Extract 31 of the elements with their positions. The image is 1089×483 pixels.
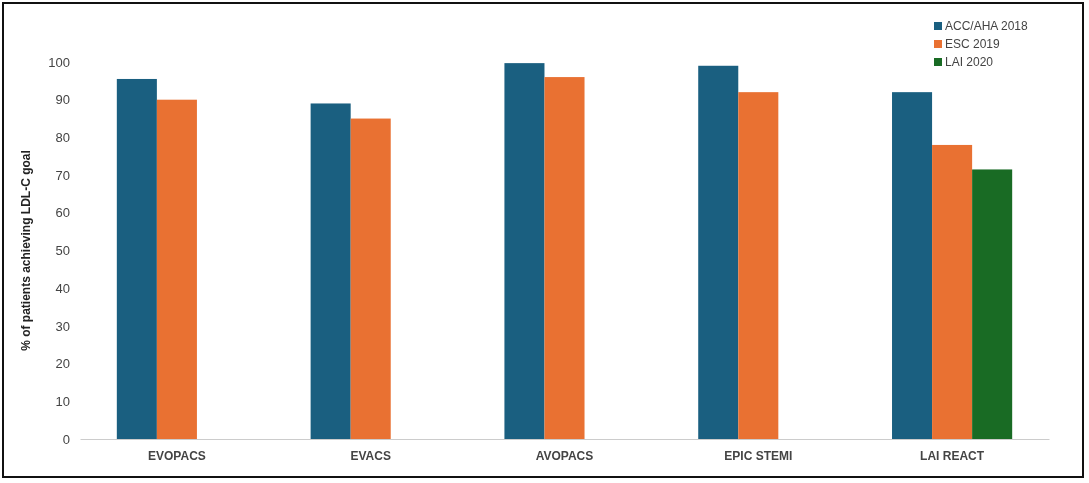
y-tick-label: 20 [55, 356, 70, 372]
y-tick-label: 10 [55, 393, 70, 409]
bar [892, 92, 933, 439]
bar [698, 65, 739, 439]
y-tick-label: 100 [48, 54, 70, 70]
x-tick-label: EVOPACS [148, 448, 206, 463]
bar [310, 103, 351, 439]
bar [738, 92, 779, 439]
y-tick-label: 60 [55, 205, 70, 221]
y-tick-label: 80 [55, 130, 70, 146]
bar [156, 99, 197, 439]
legend-label: ACC/AHA 2018 [945, 19, 1029, 34]
x-tick-label: EPIC STEMI [724, 448, 793, 463]
bar [932, 144, 973, 439]
x-tick-label: AVOPACS [535, 448, 594, 463]
x-tick-label: LAI REACT [920, 448, 985, 463]
y-tick-label: 30 [55, 318, 70, 334]
x-tick-label: EVACS [350, 448, 391, 463]
bar [544, 77, 585, 439]
y-tick-label: 40 [55, 280, 70, 296]
bar [504, 63, 545, 439]
y-axis-title: % of patients achieving LDL-C goal [19, 150, 33, 351]
bar [972, 169, 1013, 439]
y-tick-label: 0 [62, 431, 70, 447]
bar [350, 118, 391, 439]
y-tick-label: 70 [55, 167, 70, 183]
y-tick-label: 90 [55, 92, 70, 108]
y-tick-label: 50 [55, 243, 70, 259]
legend-label: LAI 2020 [945, 55, 994, 70]
legend-label: ESC 2019 [945, 37, 1001, 52]
bar [116, 78, 157, 439]
